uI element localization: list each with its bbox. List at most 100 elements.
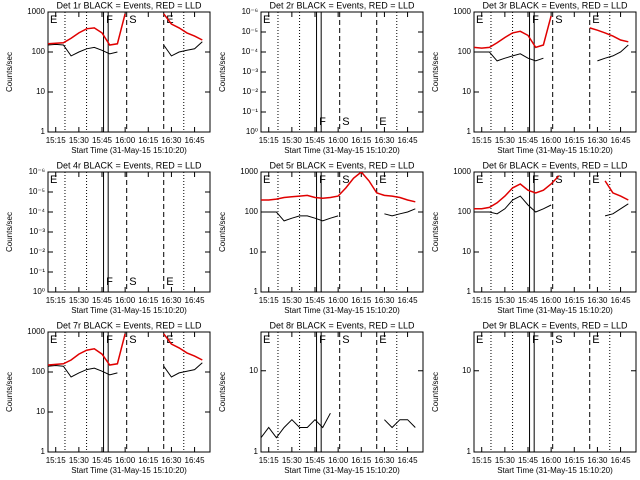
chart-title: Det 3r BLACK = Events, RED = LLD [482,0,628,10]
y-tick-label: 10⁻⁶ [29,167,45,176]
x-tick-label: 16:15 [138,456,159,465]
x-axis-label: Start Time (31-May-15 15:10:20) [71,466,187,475]
y-tick-label: 100 [245,207,259,216]
event-label: F [319,116,326,128]
series-line [474,175,560,210]
x-tick-label: 15:15 [259,456,280,465]
x-tick-label: 16:45 [398,136,419,145]
event-label: S [342,334,349,346]
series-line [384,208,416,217]
x-tick-label: 16:15 [564,456,585,465]
y-tick-label: 10 [462,366,471,375]
event-label: E [592,174,599,186]
x-tick-label: 16:15 [564,296,585,305]
series-line [589,27,629,43]
event-label: E [166,14,173,26]
y-tick-label: 10⁻³ [242,67,258,76]
panel: Det 9r BLACK = Events, RED = LLD Start Ti… [431,320,637,475]
x-tick-label: 15:45 [305,456,326,465]
event-label: E [592,14,599,26]
x-tick-label: 16:30 [374,456,395,465]
event-label: F [106,334,113,346]
y-tick-label: 100 [458,207,472,216]
series-line [48,13,126,46]
plot-frame [473,331,637,453]
series-line [384,419,416,429]
x-tick-label: 16:45 [185,136,206,145]
chart-title: Det 8r BLACK = Events, RED = LLD [269,320,415,330]
y-axis-label: Counts/sec [218,372,227,412]
y-tick-label: 1 [41,127,46,136]
event-label: E [50,174,57,186]
y-tick-label: 1 [467,447,472,456]
plot-frame [260,171,424,293]
series-line [474,15,552,49]
x-tick-label: 16:00 [115,136,136,145]
series-line [48,364,118,378]
x-tick-label: 15:15 [472,136,493,145]
x-tick-label: 16:15 [138,136,159,145]
y-tick-label: 10⁻⁵ [242,27,258,36]
series-line [474,51,544,62]
x-tick-label: 15:30 [69,136,90,145]
series-line [163,362,203,378]
event-label: S [555,14,562,26]
x-tick-label: 16:15 [351,296,372,305]
y-tick-label: 100 [32,47,46,56]
event-label: S [129,276,136,288]
y-axis-label: Counts/sec [5,372,14,412]
y-tick-label: 1 [254,447,259,456]
x-tick-label: 15:45 [92,456,113,465]
x-tick-label: 16:30 [587,296,608,305]
y-axis-label: Counts/sec [218,52,227,92]
event-label: E [166,276,173,288]
event-label: S [342,116,349,128]
x-tick-label: 16:30 [161,456,182,465]
event-label: F [106,14,113,26]
x-tick-label: 16:00 [115,296,136,305]
panel: Det 1r BLACK = Events, RED = LLD Start Ti… [5,0,211,155]
y-tick-label: 1000 [453,7,471,16]
series-line [597,44,629,62]
y-tick-label: 100 [32,367,46,376]
x-tick-label: 16:00 [328,136,349,145]
panel: Det 7r BLACK = Events, RED = LLD Start Ti… [5,320,211,475]
x-tick-label: 16:00 [541,296,562,305]
y-tick-label: 10⁻¹ [242,107,258,116]
x-tick-label: 16:00 [541,456,562,465]
x-axis-label: Start Time (31-May-15 15:10:20) [284,306,400,315]
panel: Det 2r BLACK = Events, RED = LLD Start Ti… [218,0,424,155]
y-tick-label: 10⁰ [33,287,45,296]
y-tick-label: 1000 [27,327,45,336]
y-axis-label: Counts/sec [218,212,227,252]
x-tick-label: 15:30 [282,456,303,465]
y-tick-label: 1000 [240,167,258,176]
x-axis-label: Start Time (31-May-15 15:10:20) [284,146,400,155]
plot-frame [47,11,211,133]
event-label: E [379,334,386,346]
x-axis-label: Start Time (31-May-15 15:10:20) [497,306,613,315]
y-tick-label: 10 [249,366,258,375]
event-label: F [532,174,539,186]
y-tick-label: 10⁻⁵ [29,187,45,196]
x-axis-label: Start Time (31-May-15 15:10:20) [71,146,187,155]
y-tick-label: 10 [462,247,471,256]
x-tick-label: 15:45 [305,296,326,305]
panel: Det 3r BLACK = Events, RED = LLD Start Ti… [431,0,637,155]
event-label: F [319,334,326,346]
x-tick-label: 15:45 [518,136,539,145]
plot-frame [260,331,424,453]
x-tick-label: 16:30 [587,136,608,145]
event-label: E [592,334,599,346]
y-axis-label: Counts/sec [5,52,14,92]
y-axis-label: Counts/sec [5,212,14,252]
y-tick-label: 10⁰ [246,127,258,136]
y-tick-label: 1 [41,447,46,456]
event-label: F [532,14,539,26]
x-tick-label: 15:15 [46,296,67,305]
x-tick-label: 15:15 [259,136,280,145]
x-tick-label: 15:30 [282,296,303,305]
event-label: S [342,174,349,186]
